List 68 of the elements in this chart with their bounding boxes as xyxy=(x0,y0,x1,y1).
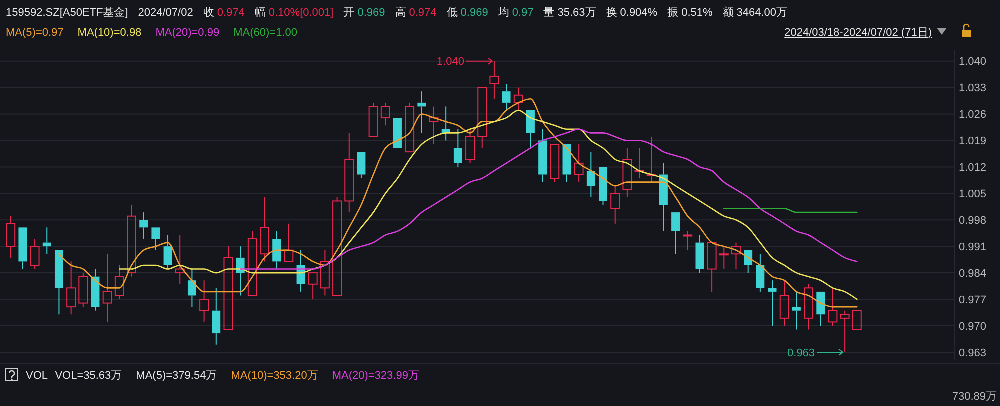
candlestick xyxy=(756,254,765,292)
text: MA(20)=0.99 xyxy=(156,27,220,39)
y-tick-label: 0.984 xyxy=(959,268,987,280)
text: 均 0.97 xyxy=(497,7,534,19)
y-tick-label: 0.970 xyxy=(959,320,987,333)
y-tick-label: 1.019 xyxy=(959,136,987,148)
candlestick xyxy=(140,212,148,240)
candlestick xyxy=(586,152,596,198)
candlestick xyxy=(344,132,354,214)
text: MA(10)=353.20万 xyxy=(231,370,318,382)
candlestick xyxy=(574,144,584,183)
candlestick xyxy=(418,91,426,134)
candlestick xyxy=(212,288,221,346)
candlestick xyxy=(272,230,282,270)
candlestick xyxy=(768,280,777,326)
candlestick xyxy=(127,204,136,278)
text: 2024/03/18-2024/07/02 (71日) xyxy=(784,27,932,39)
candlestick xyxy=(42,227,52,255)
candlestick xyxy=(454,128,462,168)
text: 730.89万 xyxy=(952,391,997,403)
candlestick xyxy=(780,280,790,326)
y-tick-label: 1.012 xyxy=(959,162,987,174)
candlestick xyxy=(200,280,210,323)
text: 量 35.63万 xyxy=(544,7,596,19)
candlestick xyxy=(828,288,838,326)
annotation: 0.963 xyxy=(788,347,816,360)
text: 换 0.904% xyxy=(606,7,658,19)
candlestick xyxy=(6,216,16,258)
y-tick-label: 0.977 xyxy=(959,294,987,306)
text: 高 0.974 xyxy=(395,6,437,19)
line-series xyxy=(119,110,858,300)
text: MA(5)=0.97 xyxy=(6,27,64,39)
y-tick-label: 0.963 xyxy=(959,347,987,360)
candlestick xyxy=(696,234,704,274)
text: 额 3464.00万 xyxy=(722,6,788,19)
candlestick xyxy=(429,106,439,146)
candlestick xyxy=(102,254,112,323)
text: VOL xyxy=(26,370,48,382)
candlestick xyxy=(320,250,330,296)
candlestick xyxy=(622,148,632,198)
candlestick xyxy=(175,234,185,285)
y-tick-label: 1.040 xyxy=(959,56,987,68)
text: MA(10)=0.98 xyxy=(78,27,142,39)
text: MA(5)=379.54万 xyxy=(136,370,218,382)
candlestick xyxy=(502,84,511,111)
text: 低 0.969 xyxy=(446,7,488,19)
text: 开 0.969 xyxy=(344,7,386,19)
text: VOL=35.63万 xyxy=(55,370,122,382)
y-tick-label: 1.033 xyxy=(959,82,987,95)
text: 收 0.974 xyxy=(203,7,245,19)
y-tick-label: 0.991 xyxy=(959,241,987,254)
text: MA(60)=1.00 xyxy=(234,27,298,39)
candlestick xyxy=(188,268,196,308)
candlestick xyxy=(490,60,500,100)
annotation: 1.040 xyxy=(436,56,464,68)
chart-title: 159592.SZ[A50ETF基金] xyxy=(6,6,128,19)
candlestick xyxy=(66,261,76,316)
candlestick xyxy=(538,128,548,183)
y-tick-label: 1.026 xyxy=(959,109,987,122)
chart-subtitle: 2024/07/02 xyxy=(138,7,194,19)
candlestick xyxy=(792,291,801,330)
text: 幅 0.10%[0.001] xyxy=(254,7,334,19)
candlestick xyxy=(30,238,40,270)
candlestick xyxy=(114,264,124,300)
text: MA(20)=323.99万 xyxy=(332,370,420,382)
y-tick-label: 0.998 xyxy=(959,214,987,227)
text: 振 0.51% xyxy=(668,7,713,19)
y-tick-label: 1.005 xyxy=(959,188,987,201)
